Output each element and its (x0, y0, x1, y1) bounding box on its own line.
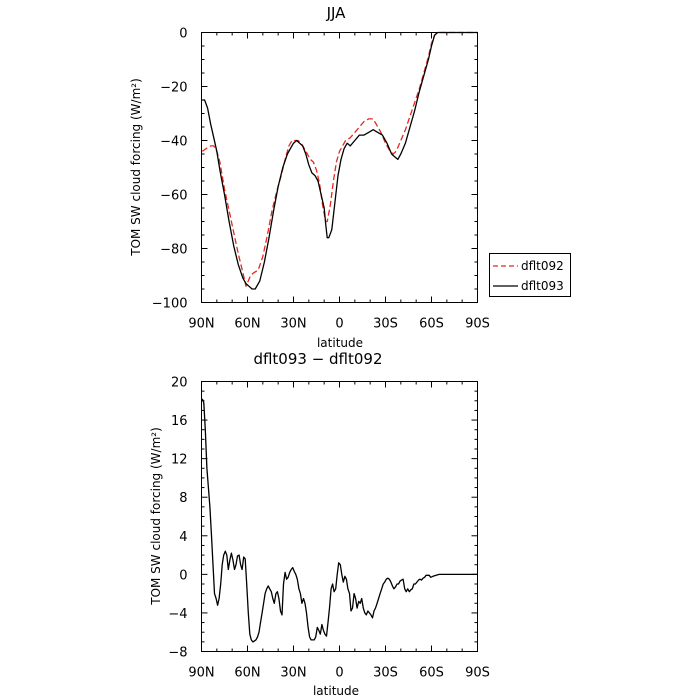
bottom-y-tick-label: 16 (171, 414, 188, 429)
top-x-tick-label: 0 (335, 317, 343, 332)
bottom-x-tick-label: 60N (234, 666, 260, 681)
top-x-tick-label: 60N (234, 317, 260, 332)
bottom-y-axis-label: TOM SW cloud forcing (W/m²) (149, 427, 163, 606)
bottom-y-tick-label: −4 (168, 607, 187, 622)
top-y-tick-label: −80 (160, 243, 187, 258)
top-y-tick-label: −60 (160, 189, 187, 204)
bottom-series-line-series-0 (201, 398, 478, 643)
legend-label-dflt093: dflt093 (521, 279, 564, 293)
top-series-line-dflt093 (202, 31, 478, 290)
top-y-tick-label: −40 (160, 135, 187, 150)
bottom-y-tick-label: −8 (168, 646, 187, 661)
top-x-tick-label: 30S (373, 317, 398, 332)
bottom-x-tick-label: 0 (335, 666, 343, 681)
top-x-tick-label: 60S (419, 317, 444, 332)
legend-label-dflt092: dflt092 (521, 259, 564, 273)
bottom-y-tick-label: 4 (179, 530, 187, 545)
bottom-y-tick-label: 8 (179, 491, 187, 506)
legend: dflt092 dflt093 (489, 253, 571, 297)
bottom-x-tick-label: 30S (373, 666, 398, 681)
bottom-y-tick-label: 20 (171, 376, 188, 391)
bottom-plot-frame (201, 381, 478, 652)
bottom-x-tick-label: 90N (188, 666, 214, 681)
bottom-y-tick-label: 12 (171, 453, 188, 468)
bottom-x-tick-label: 60S (419, 666, 444, 681)
bottom-x-tick-label: 30N (280, 666, 306, 681)
bottom-panel: dflt093 − dflt092 latitude TOM SW cloud … (149, 350, 490, 698)
top-series-line-dflt092 (201, 31, 478, 287)
bottom-y-tick-label: 0 (179, 568, 187, 583)
bottom-x-tick-label: 90S (465, 666, 490, 681)
top-x-axis-label: latitude (317, 336, 363, 350)
top-x-tick-label: 90N (188, 317, 214, 332)
legend-box (489, 253, 571, 297)
bottom-x-axis-label: latitude (313, 684, 359, 698)
top-x-tick-label: 90S (465, 317, 490, 332)
top-x-tick-label: 30N (280, 317, 306, 332)
top-panel: JJA latitude TOM SW cloud forcing (W/m²)… (129, 4, 571, 350)
top-y-tick-label: 0 (179, 27, 187, 42)
top-y-tick-label: −100 (152, 297, 188, 312)
top-y-axis-label: TOM SW cloud forcing (W/m²) (129, 78, 143, 257)
top-y-tick-label: −20 (160, 81, 187, 96)
top-panel-title: JJA (326, 4, 347, 22)
bottom-panel-title: dflt093 − dflt092 (253, 350, 382, 368)
